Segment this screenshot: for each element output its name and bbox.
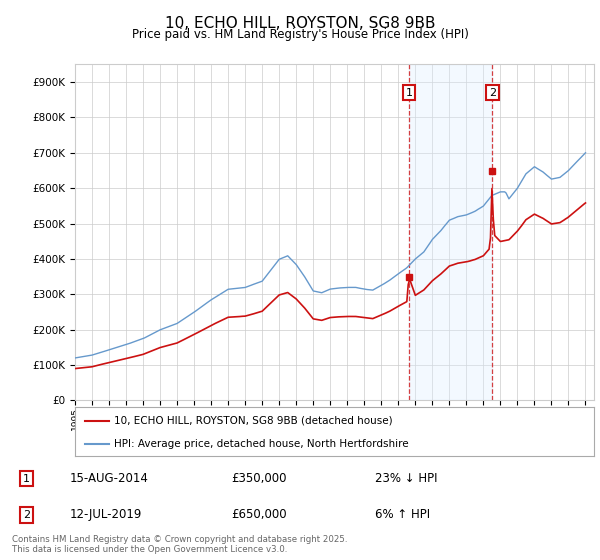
Text: 2: 2 bbox=[23, 510, 30, 520]
Text: 15-AUG-2014: 15-AUG-2014 bbox=[70, 472, 148, 485]
Text: Contains HM Land Registry data © Crown copyright and database right 2025.
This d: Contains HM Land Registry data © Crown c… bbox=[12, 535, 347, 554]
Text: £650,000: £650,000 bbox=[231, 508, 287, 521]
Text: HPI: Average price, detached house, North Hertfordshire: HPI: Average price, detached house, Nort… bbox=[114, 439, 409, 449]
Text: 23% ↓ HPI: 23% ↓ HPI bbox=[375, 472, 437, 485]
Text: 10, ECHO HILL, ROYSTON, SG8 9BB: 10, ECHO HILL, ROYSTON, SG8 9BB bbox=[165, 16, 435, 31]
Text: 2: 2 bbox=[489, 88, 496, 97]
Text: 12-JUL-2019: 12-JUL-2019 bbox=[70, 508, 142, 521]
Text: £350,000: £350,000 bbox=[231, 472, 286, 485]
Bar bbox=[409, 64, 493, 400]
Text: 1: 1 bbox=[23, 474, 30, 484]
Text: Price paid vs. HM Land Registry's House Price Index (HPI): Price paid vs. HM Land Registry's House … bbox=[131, 28, 469, 41]
Text: 6% ↑ HPI: 6% ↑ HPI bbox=[375, 508, 430, 521]
Text: 10, ECHO HILL, ROYSTON, SG8 9BB (detached house): 10, ECHO HILL, ROYSTON, SG8 9BB (detache… bbox=[114, 416, 392, 426]
Text: 1: 1 bbox=[406, 88, 412, 97]
